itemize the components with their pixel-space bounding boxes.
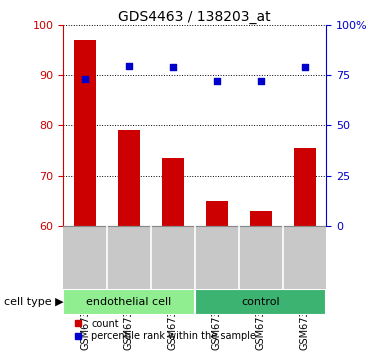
- Point: [302, 64, 308, 70]
- Bar: [63, 289, 195, 315]
- Title: GDS4463 / 138203_at: GDS4463 / 138203_at: [118, 10, 271, 24]
- Bar: [74, 40, 96, 226]
- Bar: [250, 211, 272, 226]
- Point: [170, 64, 176, 70]
- Legend: count, percentile rank within the sample: count, percentile rank within the sample: [68, 319, 256, 341]
- Text: cell type ▶: cell type ▶: [4, 297, 63, 307]
- Bar: [293, 148, 315, 226]
- Point: [82, 76, 88, 82]
- Text: endothelial cell: endothelial cell: [86, 297, 171, 307]
- Bar: [195, 289, 326, 315]
- Text: control: control: [241, 297, 280, 307]
- Point: [214, 78, 220, 84]
- Point: [258, 78, 264, 84]
- Bar: [206, 201, 228, 226]
- Bar: [118, 131, 140, 226]
- Point: [126, 63, 132, 69]
- Bar: [162, 158, 184, 226]
